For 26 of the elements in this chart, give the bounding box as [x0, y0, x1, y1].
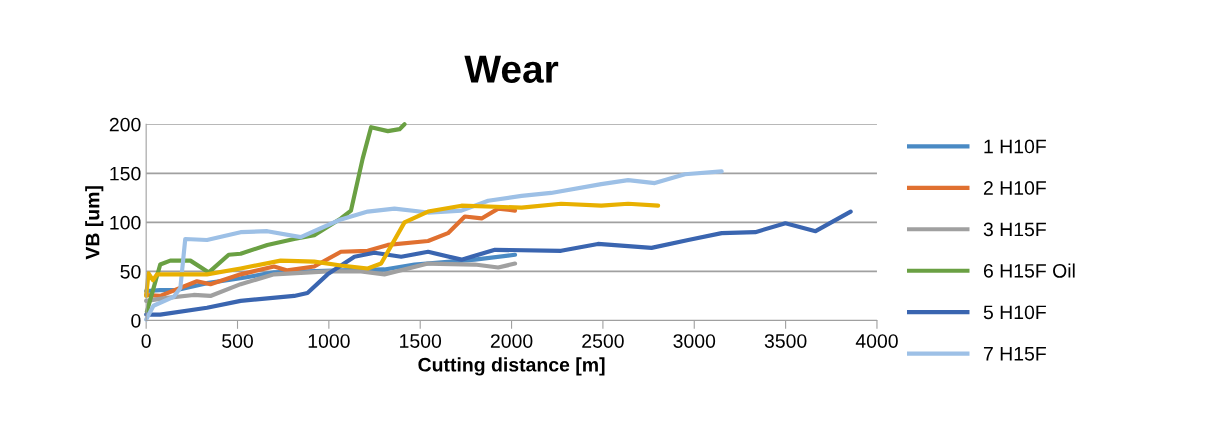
line-series — [144, 209, 853, 317]
y-axis-title: VB [um] — [85, 186, 104, 260]
x-tick-label: 3500 — [764, 334, 807, 348]
legend-label: 3 H15F — [983, 222, 1046, 237]
x-tick-label: 3000 — [673, 334, 716, 348]
x-tick-label: 4000 — [855, 334, 898, 348]
x-axis-title: Cutting distance [m] — [418, 357, 605, 376]
x-tick-label: 2000 — [490, 334, 533, 348]
x-tick-label: 1000 — [308, 334, 350, 348]
y-tick-label: 100 — [110, 215, 141, 230]
legend-label: 5 H10F — [983, 305, 1046, 320]
chart-title: Wear — [464, 55, 559, 83]
x-tick-label: 2500 — [582, 334, 624, 348]
x-tick-label: 0 — [141, 334, 151, 348]
legend-label: 1 H10F — [984, 139, 1046, 154]
legend-label: 7 H15F — [983, 347, 1046, 361]
y-tick-label: 50 — [120, 264, 141, 279]
line-series — [144, 169, 724, 322]
x-tick-label: 1500 — [400, 334, 442, 348]
line-series — [144, 201, 661, 299]
x-tick-label: 500 — [222, 334, 253, 348]
legend-label: 6 H15F Oil — [983, 263, 1075, 278]
legend-label: 2 H10F — [983, 181, 1046, 195]
y-tick-label: 200 — [109, 117, 141, 132]
y-tick-label: 150 — [110, 166, 141, 181]
y-tick-label: 0 — [131, 313, 141, 328]
